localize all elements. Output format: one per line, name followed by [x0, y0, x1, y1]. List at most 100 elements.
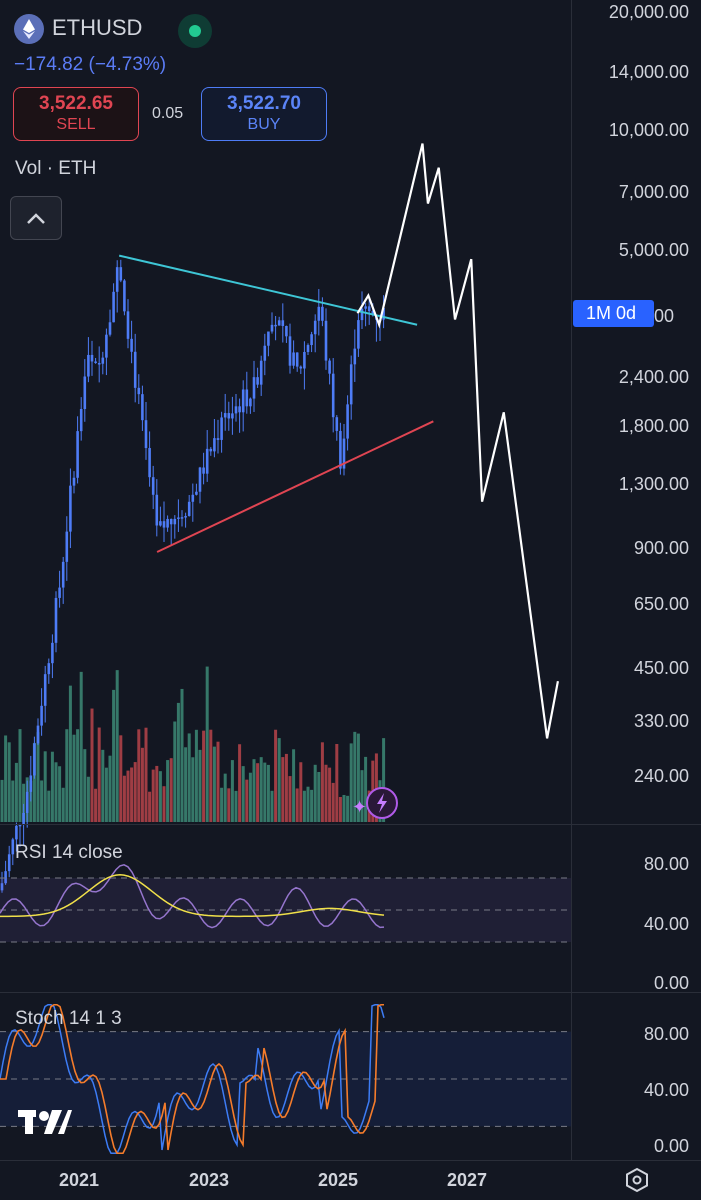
volume-bar	[104, 767, 108, 822]
volume-bar	[112, 689, 116, 822]
price-candles	[0, 259, 385, 893]
volume-bar	[274, 729, 278, 822]
candle-body	[342, 438, 346, 469]
volume-bar	[76, 729, 80, 822]
volume-bar	[4, 735, 8, 822]
volume-bar	[90, 708, 94, 822]
volume-bar	[230, 760, 234, 822]
candle-body	[83, 376, 87, 409]
candle-body	[328, 360, 331, 374]
candle-body	[184, 516, 187, 518]
candle-body	[79, 408, 83, 432]
sell-button[interactable]: 3,522.65 SELL	[13, 87, 139, 141]
rsi-pane-separator	[0, 824, 701, 825]
volume-bar	[144, 727, 148, 822]
volume-bar	[176, 702, 180, 822]
volume-bar	[97, 727, 101, 822]
candle-body	[166, 518, 169, 528]
volume-bar	[302, 790, 306, 822]
collapse-legend-button[interactable]	[10, 196, 62, 240]
volume-bar	[270, 790, 274, 822]
candle-body	[285, 325, 288, 337]
price-axis-label: 14,000.00	[608, 62, 689, 82]
candle-body	[249, 398, 252, 407]
volume-bar	[86, 776, 90, 822]
candle-body	[76, 431, 79, 478]
candle-body	[151, 477, 155, 495]
candle-body	[339, 430, 342, 469]
volume-bar	[320, 742, 324, 822]
symbol-title[interactable]: ETHUSD	[52, 15, 143, 40]
candle-body	[123, 280, 126, 312]
volume-bar	[58, 766, 62, 822]
volume-bar	[234, 790, 238, 822]
stoch-title[interactable]: Stoch 14 1 3	[15, 1008, 122, 1029]
buy-button[interactable]: 3,522.70 BUY	[201, 87, 327, 141]
candle-body	[321, 306, 324, 321]
volume-bar	[299, 762, 303, 822]
volume-bar	[328, 767, 332, 822]
tradingview-logo-icon[interactable]	[18, 1108, 72, 1141]
volume-bar	[317, 771, 321, 822]
settings-icon[interactable]	[624, 1167, 650, 1193]
volume-bar	[295, 788, 299, 822]
volume-bar	[158, 771, 162, 822]
volume-bar	[277, 738, 281, 822]
candle-body	[130, 338, 133, 352]
volume-bar	[216, 741, 220, 822]
candle-body	[58, 587, 61, 598]
candle-body	[277, 320, 281, 326]
candle-body	[263, 345, 267, 361]
volume-bar	[108, 755, 112, 822]
candle-body	[115, 267, 119, 292]
volume-bar	[310, 789, 314, 822]
volume-bar	[223, 773, 227, 822]
alert-badge[interactable]	[366, 787, 398, 819]
price-axis-label: 450.00	[633, 658, 689, 678]
volume-bar	[155, 765, 159, 822]
candle-body	[313, 320, 317, 335]
candle-body	[227, 413, 231, 419]
rsi-title[interactable]: RSI 14 close	[15, 842, 123, 863]
volume-bar	[79, 671, 83, 822]
market-open-indicator[interactable]	[178, 14, 212, 48]
volume-bar	[288, 776, 292, 822]
volume-bar	[137, 729, 141, 822]
time-axis-label: 2025	[318, 1170, 359, 1190]
candle-body	[159, 521, 162, 526]
volume-bar	[184, 747, 188, 822]
candle-body	[87, 354, 90, 377]
candle-body	[11, 839, 15, 855]
volume-bar	[356, 733, 360, 822]
candle-body	[259, 360, 263, 385]
candle-body	[231, 413, 234, 419]
volume-bar	[349, 743, 353, 822]
candle-body	[7, 854, 11, 872]
volume-bar	[126, 770, 130, 822]
candle-body	[303, 351, 306, 369]
volume-bar	[342, 794, 346, 822]
volume-bar	[47, 790, 51, 822]
volume-bar	[241, 766, 245, 822]
candle-body	[169, 518, 173, 525]
candle-body	[69, 485, 72, 532]
candle-body	[288, 336, 292, 366]
candle-body	[267, 331, 270, 346]
candle-body	[346, 404, 349, 439]
volume-bar	[212, 746, 216, 822]
stoch-pane	[0, 1003, 571, 1155]
volume-bar	[238, 744, 242, 822]
volume-bar	[7, 742, 11, 822]
candle-body	[295, 352, 299, 367]
candle-body	[245, 389, 249, 407]
candle-body	[47, 663, 51, 675]
candle-body	[216, 438, 220, 440]
candle-body	[133, 351, 137, 388]
volume-bar	[346, 795, 350, 822]
candle-body	[101, 357, 105, 364]
volume-bar	[353, 731, 357, 822]
volume-bar	[166, 760, 170, 822]
time-axis-label: 2027	[447, 1170, 488, 1190]
current-price-badge[interactable]: 1M 0d	[573, 300, 654, 327]
